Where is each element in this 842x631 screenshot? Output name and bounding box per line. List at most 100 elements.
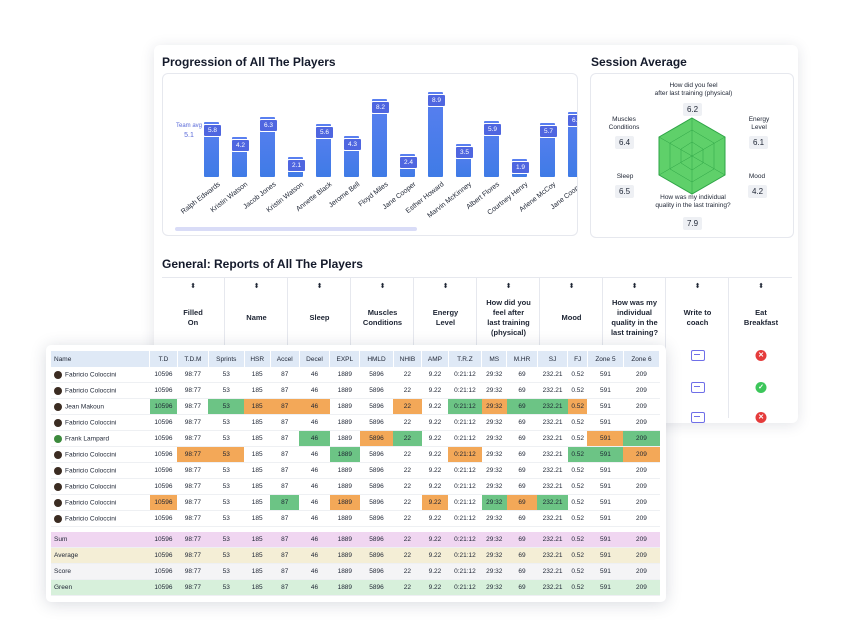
bar [568, 112, 577, 177]
chat-icon[interactable] [690, 382, 705, 393]
metric-cell: 46 [299, 510, 330, 527]
table-row[interactable]: Fabricio Coloccini 10596 98:77 53 185 87 46 188… [51, 414, 660, 431]
sort-icon[interactable]: ⬍ [568, 283, 575, 290]
metrics-column-header[interactable]: Name [51, 351, 150, 367]
metric-cell: 1889 [329, 510, 360, 527]
general-column-header: Name [246, 313, 267, 322]
summary-cell: 9.22 [421, 579, 449, 596]
bar-value-label: 5.7 [539, 124, 558, 138]
metrics-column-header[interactable]: NHIB [393, 351, 423, 367]
player-name-cell: Fabricio Coloccini [51, 478, 150, 495]
summary-cell: 209 [623, 563, 660, 580]
table-row[interactable]: Fabricio Coloccini 10596 98:77 53 185 87 46 188… [51, 478, 660, 495]
metric-cell: 5896 [359, 398, 394, 415]
chat-icon[interactable] [690, 412, 705, 423]
table-row[interactable]: Frank Lampard 10596 98:77 53 185 87 46 1889 5896… [51, 430, 660, 447]
cross-icon: ✕ [755, 350, 767, 361]
metrics-column-header[interactable]: FJ [567, 351, 588, 367]
table-row[interactable]: Fabricio Coloccini 10596 98:77 53 185 87 46 188… [51, 446, 660, 463]
sort-icon[interactable]: ⬍ [253, 283, 260, 290]
metrics-column-header[interactable]: EXPL [329, 351, 361, 367]
general-column-header: How was my individual quality in the las… [610, 298, 659, 337]
metrics-column-header[interactable]: AMP [421, 351, 449, 367]
metrics-column-header[interactable]: HMLD [359, 351, 394, 367]
metrics-column-header[interactable]: SJ [537, 351, 569, 367]
table-row[interactable]: Fabricio Coloccini 10596 98:77 53 185 87 46 188… [51, 510, 660, 527]
sort-icon[interactable]: ⬍ [442, 283, 449, 290]
metric-cell: 591 [587, 398, 624, 415]
metric-cell: 5896 [359, 510, 394, 527]
bar-value-label: 6.3 [259, 119, 278, 133]
metric-cell: 29:32 [481, 478, 507, 495]
sort-icon[interactable]: ⬍ [505, 283, 512, 290]
metric-cell: 98:77 [177, 494, 209, 511]
radar-label-physical: How did you feel after last training (ph… [654, 82, 733, 97]
table-row[interactable]: Fabricio Coloccini 10596 98:77 53 185 87 46 188… [51, 494, 660, 511]
summary-cell: 87 [270, 563, 300, 580]
sort-icon[interactable]: ⬍ [379, 283, 386, 290]
summary-cell: 53 [208, 563, 245, 580]
metrics-column-header[interactable]: Accel [270, 351, 300, 367]
metrics-column-header[interactable]: Decel [299, 351, 331, 367]
metric-cell: 53 [208, 367, 245, 383]
metric-cell: 22 [393, 462, 422, 479]
metric-cell: 98:77 [177, 510, 209, 527]
summary-cell: 69 [506, 547, 538, 564]
general-column[interactable]: ⬍ Filled On [162, 278, 224, 418]
metrics-column-header[interactable]: Zone 6 [623, 351, 661, 367]
bar [428, 92, 443, 177]
table-row[interactable]: Fabricio Coloccini 10596 98:77 53 185 87 46 188… [51, 462, 660, 479]
metric-cell: 209 [623, 398, 660, 415]
summary-cell: 98:77 [177, 547, 209, 564]
metrics-table: Name T.D T.D.M Sprints HSR Accel Decel EXPL HMLD… [51, 351, 661, 596]
summary-cell: 87 [270, 532, 300, 548]
summary-cell: 98:77 [177, 579, 209, 596]
general-column-header: Eat Breakfast [743, 308, 779, 327]
avatar [54, 386, 62, 395]
metrics-column-header[interactable]: T.D.M [177, 351, 209, 367]
summary-cell: 232.21 [537, 579, 568, 596]
general-column[interactable]: ⬍ Eat Breakfast ✕ ✓ ✕ [728, 278, 793, 423]
metric-cell: 1889 [329, 367, 360, 383]
player-name-cell: Fabricio Coloccini [51, 494, 150, 511]
summary-cell: 46 [299, 532, 330, 548]
metric-cell: 209 [623, 382, 660, 399]
summary-cell: 591 [587, 563, 624, 580]
metric-cell: 209 [623, 510, 660, 527]
metrics-column-header[interactable]: T.R.Z [448, 351, 483, 367]
player-name-cell: Fabricio Coloccini [51, 446, 150, 463]
metric-cell: 0.52 [567, 446, 588, 463]
metric-cell: 209 [623, 367, 660, 383]
metric-cell: 29:32 [481, 398, 507, 415]
metrics-column-header[interactable]: M.HR [506, 351, 538, 367]
table-row[interactable]: Jean Makoun 10596 98:77 53 185 87 46 1889 5896 22… [51, 398, 660, 415]
table-row[interactable]: Fabricio Coloccini 10596 98:77 53 185 87 46 188… [51, 367, 660, 383]
metric-cell: 53 [208, 462, 245, 479]
chart-scrollbar[interactable] [175, 227, 417, 231]
sort-icon[interactable]: ⬍ [758, 283, 764, 290]
metrics-column-header[interactable]: Zone 5 [587, 351, 624, 367]
metrics-column-header[interactable]: T.D [149, 351, 178, 367]
sort-icon[interactable]: ⬍ [694, 283, 701, 290]
chat-icon[interactable] [690, 350, 705, 361]
metric-cell: 69 [506, 367, 538, 383]
metric-cell: 69 [506, 414, 538, 431]
metric-cell: 9.22 [421, 382, 449, 399]
sort-icon[interactable]: ⬍ [631, 283, 638, 290]
avatar [54, 402, 62, 411]
table-row[interactable]: Fabricio Coloccini 10596 98:77 53 185 87 46 188… [51, 382, 660, 399]
summary-cell: 10596 [149, 532, 178, 548]
metric-cell: 10596 [149, 462, 178, 479]
sort-icon[interactable]: ⬍ [316, 283, 323, 290]
metric-cell: 87 [270, 367, 300, 383]
general-column-header: Filled On [183, 308, 203, 327]
metrics-column-header[interactable]: MS [481, 351, 508, 367]
general-column[interactable]: ⬍ Write to coach [665, 278, 729, 423]
sort-icon[interactable]: ⬍ [190, 283, 196, 290]
metric-cell: 209 [623, 494, 660, 511]
metrics-column-header[interactable]: HSR [244, 351, 271, 367]
metrics-column-header[interactable]: Sprints [208, 351, 245, 367]
metric-cell: 46 [299, 382, 330, 399]
metric-cell: 185 [244, 398, 271, 415]
summary-cell: 185 [244, 563, 271, 580]
